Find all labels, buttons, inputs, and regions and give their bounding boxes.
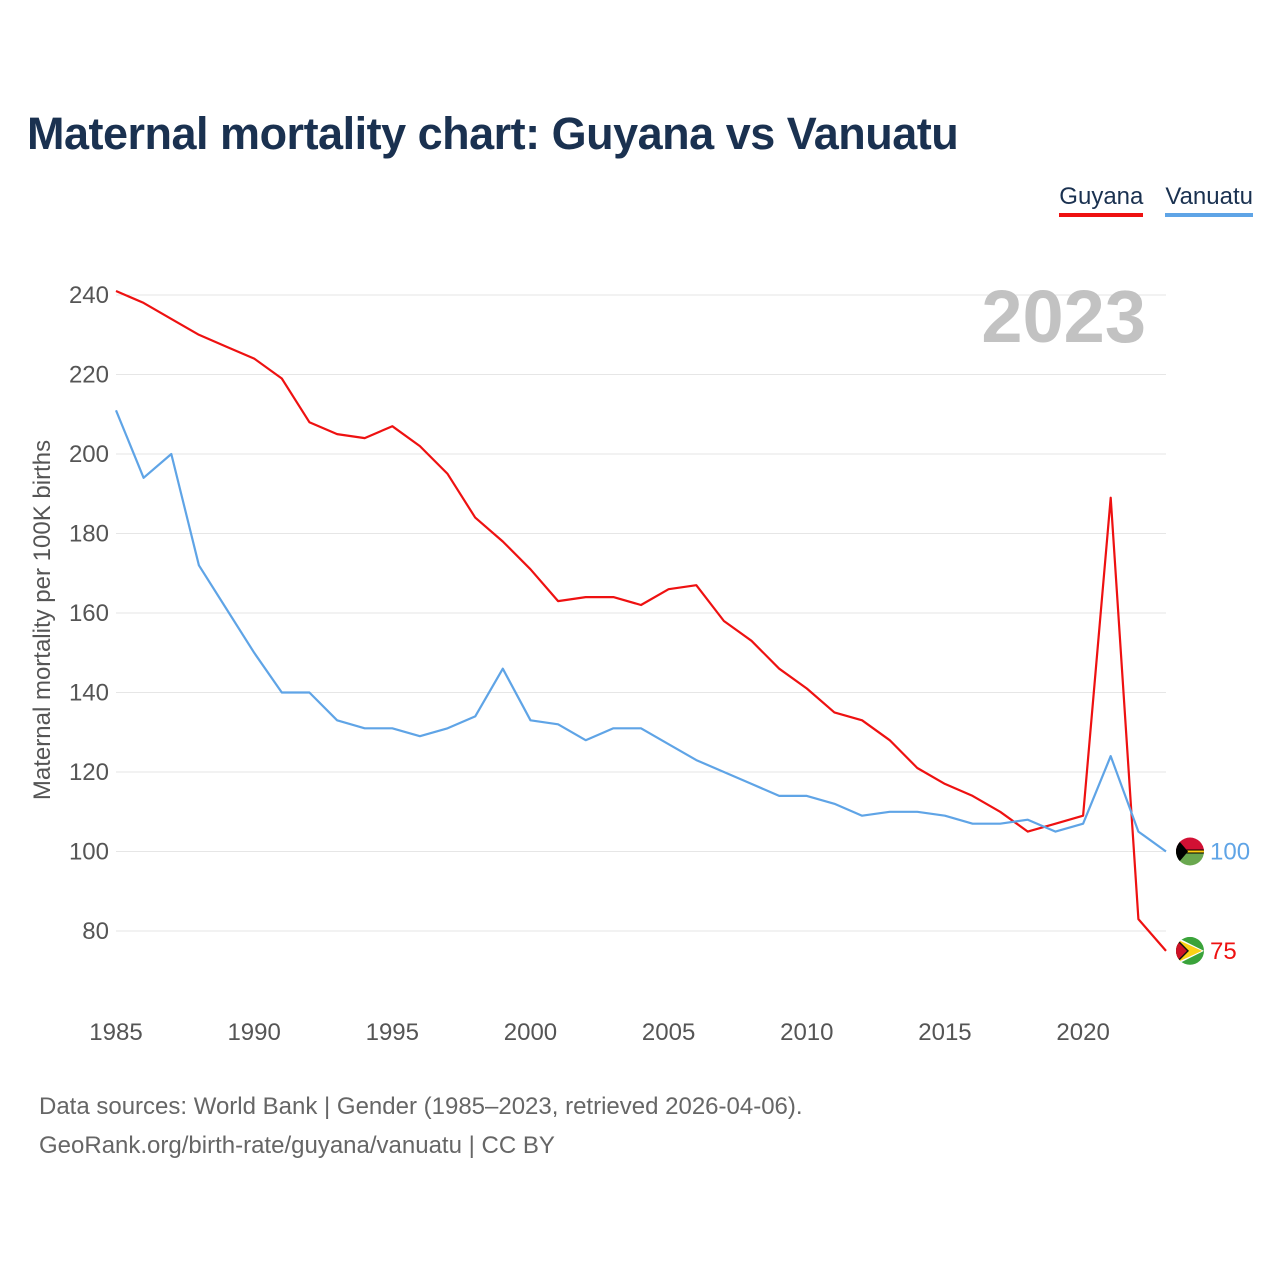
y-tick-label: 100 [69, 839, 109, 866]
x-tick-label: 2010 [780, 1019, 833, 1046]
legend-item-vanuatu[interactable]: Vanuatu [1165, 183, 1253, 217]
y-tick-label: 240 [69, 282, 109, 309]
x-tick-label: 1995 [366, 1019, 419, 1046]
flag-icon-vanuatu [1176, 837, 1204, 866]
legend-item-guyana[interactable]: Guyana [1059, 183, 1144, 217]
series-lines [114, 289, 1167, 952]
y-tick-label: 140 [69, 680, 109, 707]
year-watermark: 2023 [981, 275, 1146, 358]
source-line-2[interactable]: GeoRank.org/birth-rate/guyana/vanuatu | … [39, 1132, 555, 1159]
x-tick-label: 1985 [89, 1019, 142, 1046]
series-line-guyana [115, 289, 1167, 952]
y-tick-label: 220 [69, 362, 109, 389]
x-tick-label: 1990 [227, 1019, 280, 1046]
y-tick-label: 200 [69, 441, 109, 468]
y-axis-ticks: 80 100 120 140 160 180 200 220 240 [69, 282, 109, 945]
y-tick-label: 120 [69, 759, 109, 786]
end-label-guyana: 75 [1210, 938, 1237, 965]
x-tick-label: 2015 [918, 1019, 971, 1046]
x-tick-label: 2005 [642, 1019, 695, 1046]
y-tick-label: 80 [82, 918, 109, 945]
x-tick-label: 2020 [1056, 1019, 1109, 1046]
end-label-vanuatu: 100 [1210, 839, 1250, 866]
x-axis-ticks: 1985 1990 1995 2000 2005 2010 2015 2020 [89, 1019, 1109, 1046]
source-note: Data sources: World Bank | Gender (1985–… [39, 1087, 803, 1165]
series-end-markers: 75 100 [1176, 837, 1250, 965]
x-tick-label: 2000 [504, 1019, 557, 1046]
source-line-1: Data sources: World Bank | Gender (1985–… [39, 1093, 803, 1120]
y-tick-label: 160 [69, 600, 109, 627]
y-axis-label: Maternal mortality per 100K births [29, 440, 56, 800]
flag-icon-guyana [1176, 936, 1204, 965]
legend: Guyana Vanuatu [1059, 183, 1253, 217]
chart-title: Maternal mortality chart: Guyana vs Vanu… [27, 108, 959, 159]
series-line-vanuatu [114, 409, 1167, 853]
gridlines [116, 294, 1166, 932]
y-tick-label: 180 [69, 521, 109, 548]
